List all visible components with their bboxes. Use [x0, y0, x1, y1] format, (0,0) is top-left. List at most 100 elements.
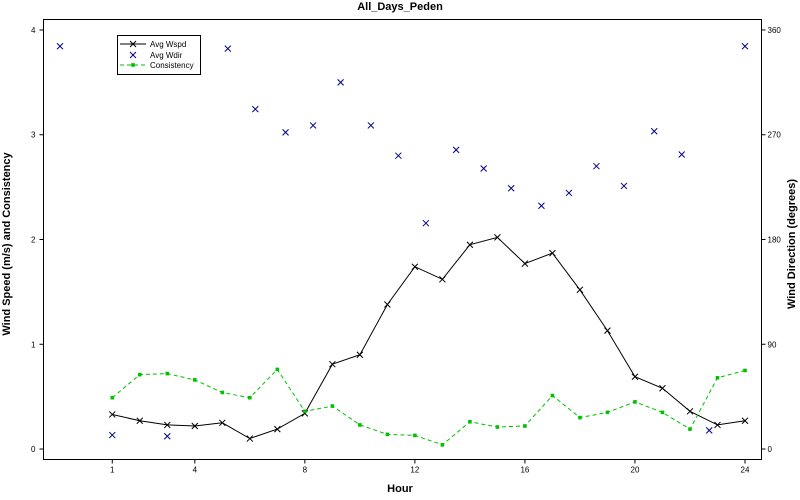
data-point-avg-wspd	[604, 327, 611, 334]
data-point-consistency	[468, 419, 472, 424]
data-point-avg-wdir	[367, 122, 375, 129]
data-point-avg-wdir	[422, 219, 430, 227]
plot-frame	[43, 19, 762, 460]
legend-label-wdir: Avg Wdir	[150, 51, 183, 60]
x-tick-label: 8	[303, 466, 308, 475]
data-point-avg-wspd	[521, 260, 529, 267]
y-axis-left-label: Wind Speed (m/s) and Consistency	[1, 151, 13, 335]
series-avg-wdir	[56, 42, 749, 440]
data-point-avg-wdir	[452, 146, 460, 154]
data-point-avg-wdir	[108, 431, 116, 439]
data-point-avg-wdir	[480, 165, 488, 172]
data-point-avg-wspd	[191, 422, 199, 430]
data-point-avg-wdir	[705, 427, 713, 434]
x-tick-label: 16	[520, 466, 529, 475]
y-left-tick-label: 2	[31, 236, 36, 245]
data-point-avg-wdir	[224, 45, 232, 52]
data-point-avg-wspd	[108, 411, 116, 418]
legend: Avg Wspd Avg Wdir Consistency	[117, 35, 201, 75]
series-layer	[56, 42, 749, 447]
data-point-consistency	[605, 410, 610, 415]
data-point-avg-wspd	[466, 241, 474, 249]
legend-marker-wdir	[129, 51, 137, 59]
data-point-avg-wspd	[741, 417, 749, 425]
data-point-avg-wdir	[309, 122, 317, 129]
x-tick-label: 20	[631, 466, 640, 475]
y-left-tick-label: 3	[31, 131, 36, 140]
data-point-avg-wdir	[538, 202, 545, 210]
y-right-tick-label: 180	[768, 236, 782, 245]
data-point-avg-wspd	[384, 301, 391, 308]
legend-label-consistency: Consistency	[150, 61, 194, 70]
data-point-avg-wspd	[686, 407, 694, 415]
data-point-consistency	[715, 375, 720, 380]
data-point-consistency	[220, 390, 225, 395]
legend-label-wspd: Avg Wspd	[150, 40, 186, 49]
y-left-tick-label: 4	[31, 26, 36, 35]
data-point-avg-wspd	[411, 263, 419, 271]
data-point-avg-wspd	[273, 425, 281, 433]
data-point-avg-wspd	[136, 417, 144, 425]
data-point-avg-wspd	[356, 351, 364, 359]
data-point-avg-wdir	[650, 127, 658, 135]
data-point-consistency	[743, 368, 747, 373]
chart-title: All_Days_Peden	[357, 1, 443, 13]
data-point-avg-wspd	[714, 421, 721, 429]
y-axis-right-label: Wind Direction (degrees)	[786, 179, 798, 309]
data-point-consistency	[137, 372, 142, 377]
x-tick-label: 4	[193, 466, 198, 475]
data-point-avg-wdir	[565, 189, 573, 197]
data-point-consistency	[248, 395, 252, 400]
legend-item-wdir: Avg Wdir	[150, 51, 183, 60]
data-point-avg-wdir	[507, 184, 515, 192]
data-point-consistency	[633, 400, 637, 404]
data-point-avg-wdir	[56, 42, 64, 50]
data-point-avg-wdir	[163, 432, 171, 440]
data-point-consistency	[385, 432, 390, 437]
data-point-avg-wdir	[395, 152, 402, 160]
data-point-avg-wspd	[218, 419, 226, 427]
data-point-avg-wdir	[678, 151, 686, 158]
series-line-avg-wspd	[112, 236, 746, 440]
y-left-tick-label: 0	[31, 445, 36, 454]
legend-marker-consistency	[131, 63, 135, 67]
data-point-consistency	[688, 427, 692, 431]
data-point-avg-wdir	[741, 42, 749, 50]
data-point-avg-wdir	[593, 162, 600, 170]
data-point-consistency	[358, 423, 362, 427]
data-point-avg-wspd	[439, 275, 446, 283]
legend-marker-wspd	[129, 40, 137, 48]
series-consistency	[110, 367, 747, 447]
data-point-avg-wdir	[282, 129, 289, 136]
data-point-consistency	[110, 395, 115, 400]
data-point-avg-wspd	[549, 249, 556, 257]
data-point-avg-wspd	[576, 286, 584, 294]
data-point-consistency	[523, 424, 527, 428]
data-point-avg-wspd	[246, 435, 254, 442]
x-tick-label: 24	[741, 466, 750, 475]
x-tick-label: 12	[410, 466, 419, 475]
y-right-tick-label: 270	[768, 131, 782, 140]
data-point-avg-wspd	[631, 373, 639, 381]
x-axis-label: Hour	[387, 483, 413, 495]
data-point-consistency	[413, 433, 417, 438]
series-avg-wspd	[108, 234, 749, 442]
data-point-consistency	[303, 409, 307, 414]
data-point-avg-wdir	[251, 105, 259, 113]
y-right-tick-label: 360	[768, 26, 782, 35]
data-point-avg-wspd	[659, 384, 666, 392]
y-left-tick-label: 1	[31, 340, 36, 349]
data-point-consistency	[550, 393, 555, 398]
legend-item-consistency: Consistency	[120, 61, 194, 70]
data-point-consistency	[495, 425, 500, 429]
data-point-avg-wspd	[328, 360, 336, 368]
y-right-tick-label: 0	[768, 445, 773, 454]
data-point-consistency	[578, 415, 582, 420]
data-point-consistency	[330, 404, 335, 408]
data-point-consistency	[660, 410, 665, 415]
x-tick-label: 1	[110, 466, 115, 475]
data-point-avg-wdir	[620, 182, 628, 190]
data-point-avg-wspd	[163, 421, 171, 429]
